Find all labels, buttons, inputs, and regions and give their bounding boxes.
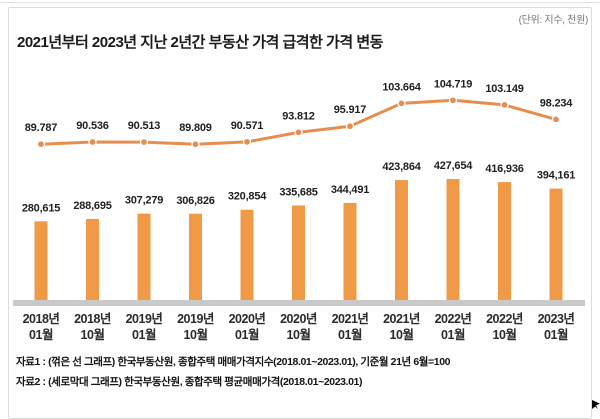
x-axis-label: 2020년 01월 [229, 312, 266, 342]
footnote-line-2: 자료2 : (세로막대 그래프) 한국부동산원, 종합주택 평균매매가격(201… [16, 376, 363, 388]
x-axis-label: 2019년 10월 [177, 312, 214, 342]
unit-note: (단위: 지수, 천원) [518, 15, 589, 26]
line-value-label: 95.917 [334, 104, 367, 116]
x-axis-label: 2021년 01월 [332, 312, 369, 342]
bar [395, 180, 408, 305]
line-value-label: 104.719 [434, 78, 472, 90]
x-axis-label: 2020년 10월 [280, 312, 317, 342]
x-axis-label: 2022년 01월 [435, 312, 472, 342]
line-point [345, 122, 355, 131]
line-point [88, 137, 97, 147]
source-footnotes: 자료1 : (꺾은 선 그래프) 한국부동산원, 종합주택 매매가격지수(201… [16, 352, 576, 392]
line-point [242, 137, 252, 147]
line-point [500, 100, 509, 110]
bar-value-label: 423,864 [382, 161, 421, 173]
x-axis-label: 2018년 10월 [74, 312, 111, 342]
bar [498, 182, 511, 305]
bar [343, 202, 357, 305]
line-value-label: 89.787 [25, 122, 58, 134]
x-axis-label: 2023년 01월 [538, 312, 575, 342]
line-point [397, 99, 406, 108]
line-value-label: 93.812 [282, 110, 315, 122]
bar-value-label: 306,826 [176, 195, 214, 207]
line-point [139, 137, 149, 147]
bar-value-label: 394,161 [537, 170, 575, 182]
bar [549, 188, 563, 305]
bar [34, 221, 48, 305]
x-axis-label: 2022년 10월 [486, 312, 523, 342]
line-point [294, 128, 303, 137]
bar [189, 213, 202, 305]
pointer-cursor-artifact [592, 400, 600, 409]
bar-value-label: 335,685 [279, 186, 317, 198]
line-value-label: 103.149 [485, 83, 523, 95]
line-value-label: 103.664 [382, 81, 421, 93]
page-title: 2021년부터 2023년 지난 2년간 부동산 가격 급격한 가격 변동 [17, 34, 383, 51]
bar [292, 205, 305, 305]
line-point [191, 140, 200, 149]
x-axis-label: 2018년 01월 [23, 312, 60, 342]
line-value-label: 90.513 [128, 120, 161, 132]
bar-value-label: 320,854 [228, 191, 267, 203]
bar-value-label: 416,936 [485, 163, 523, 175]
bar [137, 213, 151, 305]
line-value-label: 98.234 [540, 97, 574, 109]
x-axis-label: 2019년 01월 [126, 312, 163, 342]
line-value-label: 89.809 [179, 122, 212, 134]
line-point [551, 115, 561, 124]
top-divider-line [0, 2, 600, 3]
bar-value-label: 427,654 [434, 160, 473, 172]
line-point [36, 140, 46, 149]
line-value-label: 90.536 [76, 120, 109, 132]
bar-value-label: 307,279 [125, 195, 163, 207]
bar-value-label: 288,695 [73, 200, 111, 212]
bar [240, 209, 254, 305]
footnote-line-1: 자료1 : (꺾은 선 그래프) 한국부동산원, 종합주택 매매가격지수(201… [16, 356, 451, 368]
bar [86, 218, 99, 305]
bar-value-label: 344,491 [331, 184, 369, 196]
x-axis-line [13, 300, 585, 306]
line-value-label: 90.571 [231, 120, 264, 132]
bar-value-label: 280,615 [22, 202, 60, 214]
bar [446, 179, 460, 305]
x-axis-label: 2021년 10월 [383, 312, 420, 342]
line-point [448, 96, 458, 105]
combo-chart: 280,615 288,695 307,279 306,826 320,854 335,6… [13, 78, 585, 342]
